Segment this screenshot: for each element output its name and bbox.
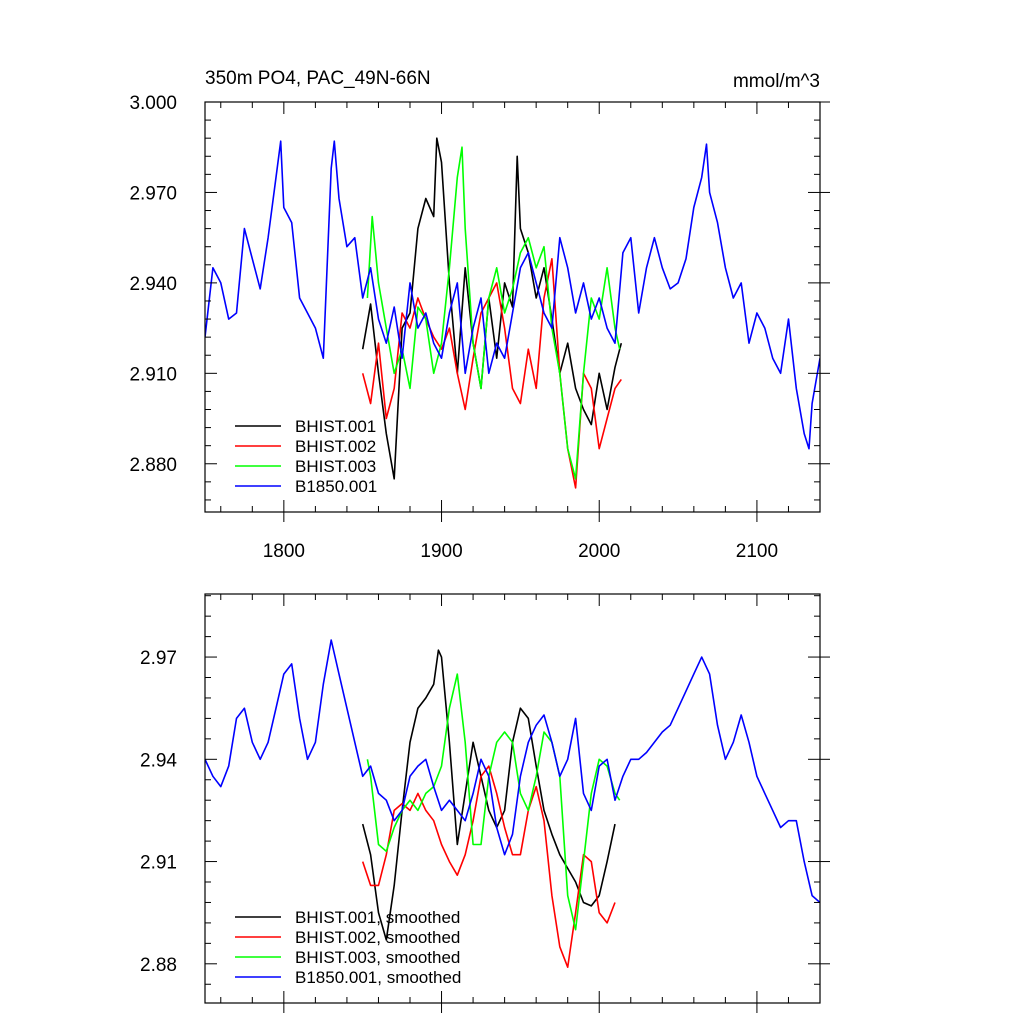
legend-label-1: BHIST.001 [295, 417, 376, 436]
legend-label-3: BHIST.003, smoothed [295, 948, 460, 967]
legend-label-4: B1850.001, smoothed [295, 968, 461, 987]
x-tick-label: 2100 [736, 541, 778, 562]
y-tick-label: 2.97 [140, 648, 177, 669]
x-tick-label: 1900 [420, 541, 462, 562]
chart-panel-1: 1800 1900 2000 2100 2.880 2.910 2.940 2.970 3.00… [129, 68, 830, 562]
y-tick-label: 3.000 [129, 93, 177, 114]
series-line-3 [366, 146, 621, 480]
legend-label-2: BHIST.002 [295, 437, 376, 456]
y-tick-label: 2.88 [140, 955, 177, 976]
y-tick-label: 2.880 [129, 455, 177, 476]
series-line-1 [361, 649, 616, 941]
x-tick-label: 1800 [263, 541, 305, 562]
series-line-3 [366, 673, 621, 931]
chart-title: 350m PO4, PAC_49N-66N [205, 68, 431, 89]
legend-label-4: B1850.001 [295, 477, 377, 496]
series-line-1 [361, 137, 623, 480]
plot-frame [204, 101, 821, 513]
series-line-2 [361, 257, 622, 489]
chart-units: mmol/m^3 [733, 71, 820, 92]
legend-label-3: BHIST.003 [295, 457, 376, 476]
series-line-4 [205, 639, 820, 904]
legend-label-1: BHIST.001, smoothed [295, 908, 460, 927]
y-tick-label: 2.94 [140, 750, 177, 771]
y-tick-label: 2.910 [129, 364, 177, 385]
y-tick-label: 2.940 [129, 274, 177, 295]
legend-label-2: BHIST.002, smoothed [295, 928, 460, 947]
plot-frame [204, 593, 821, 1004]
x-tick-label: 2000 [578, 541, 620, 562]
y-tick-label: 2.91 [140, 853, 177, 874]
series-line-4 [205, 140, 820, 450]
y-tick-label: 2.970 [129, 183, 177, 204]
